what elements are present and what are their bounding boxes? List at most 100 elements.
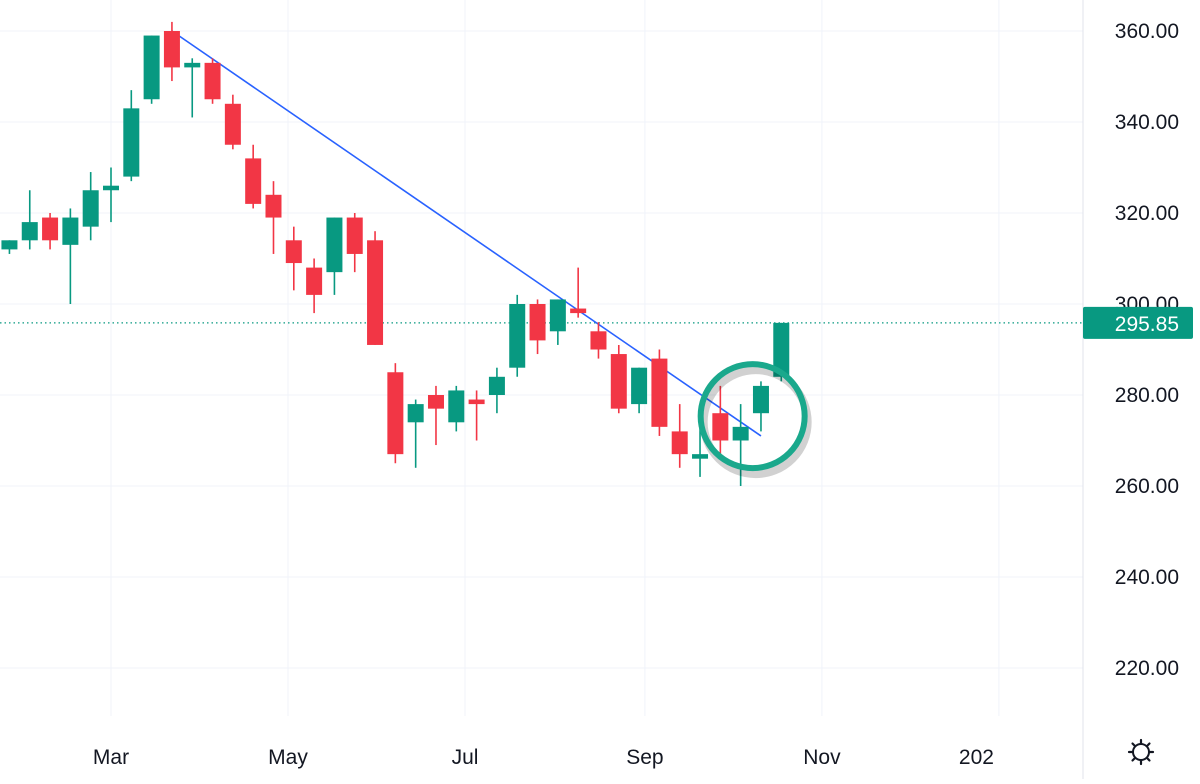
candle-body: [367, 240, 384, 345]
candle-down[interactable]: [590, 322, 607, 359]
grid-lines: [0, 0, 1083, 716]
candle-body: [163, 31, 180, 68]
candle-body: [82, 190, 99, 227]
candle-down[interactable]: [245, 144, 262, 209]
candle-up[interactable]: [143, 35, 160, 104]
candle-down[interactable]: [427, 385, 444, 446]
candle-up[interactable]: [752, 381, 769, 432]
candle-body: [184, 62, 201, 68]
candle-body: [62, 217, 79, 245]
candle-up[interactable]: [732, 404, 749, 486]
candle-up[interactable]: [62, 208, 79, 304]
time-tick-label: May: [268, 746, 308, 769]
candle-down[interactable]: [610, 344, 627, 414]
candle-up[interactable]: [509, 294, 526, 377]
candle-body: [570, 308, 587, 314]
candle-body: [752, 385, 769, 414]
candle-body: [712, 413, 729, 441]
trendline-segment: [171, 30, 762, 437]
candle-down[interactable]: [224, 94, 241, 150]
candle-body: [204, 62, 221, 100]
settings-gear-icon[interactable]: [1127, 738, 1155, 766]
price-tick-label: 220.00: [1115, 657, 1179, 680]
candle-body: [224, 103, 241, 145]
highlight-circle: [697, 361, 812, 479]
candle-up[interactable]: [82, 172, 99, 241]
candle-up[interactable]: [21, 190, 38, 250]
candle-up[interactable]: [631, 367, 648, 414]
time-tick-label: Mar: [93, 746, 129, 769]
candle-body: [488, 376, 505, 395]
last-price-badge-text: 295.85: [1115, 313, 1179, 336]
trendline[interactable]: [171, 30, 762, 437]
candle-down[interactable]: [712, 385, 729, 455]
candle-body: [732, 426, 749, 441]
candle-body: [265, 194, 282, 218]
candle-body: [143, 35, 160, 100]
price-tick-label: 280.00: [1115, 384, 1179, 407]
candle-down[interactable]: [387, 363, 404, 464]
candle-up[interactable]: [692, 426, 709, 477]
price-tick-label: 320.00: [1115, 202, 1179, 225]
candle-body: [1, 240, 18, 250]
price-tick-label: 240.00: [1115, 566, 1179, 589]
candle-down[interactable]: [651, 349, 668, 436]
candle-body: [509, 304, 526, 368]
candle-down[interactable]: [367, 231, 384, 345]
candle-body: [326, 217, 343, 273]
time-tick-label: Nov: [803, 746, 841, 769]
candle-body: [590, 331, 607, 350]
candle-down[interactable]: [265, 181, 282, 254]
price-tick-label: 260.00: [1115, 475, 1179, 498]
candle-body: [407, 404, 424, 423]
candle-up[interactable]: [549, 299, 566, 345]
candle-body: [651, 358, 668, 427]
candle-body: [448, 390, 465, 423]
time-axis[interactable]: Mar May Jul Sep Nov 202: [93, 746, 994, 769]
candle-body: [346, 217, 363, 254]
candle-body: [245, 158, 262, 204]
candle-down[interactable]: [529, 299, 546, 355]
candles[interactable]: [1, 21, 790, 486]
last-price-badge-bg: [1083, 306, 1193, 339]
candle-up[interactable]: [1, 240, 18, 254]
candle-body: [631, 367, 648, 405]
candle-down[interactable]: [163, 21, 180, 82]
candle-down[interactable]: [468, 390, 485, 441]
time-tick-label: Sep: [626, 746, 663, 769]
candle-up[interactable]: [488, 367, 505, 414]
candle-down[interactable]: [671, 404, 688, 468]
highlight-circle-ring: [697, 361, 808, 472]
candle-body: [468, 399, 485, 405]
candle-down[interactable]: [346, 213, 363, 273]
price-axis[interactable]: 360.00340.00320.00300.00280.00260.00240.…: [1115, 20, 1179, 680]
candle-body: [427, 395, 444, 409]
candle-body: [387, 372, 404, 455]
time-tick-label: Jul: [452, 746, 479, 769]
candle-body: [123, 108, 140, 177]
candle-up[interactable]: [448, 385, 465, 432]
price-tick-label: 360.00: [1115, 20, 1179, 43]
candle-body: [285, 240, 302, 264]
candle-body: [42, 217, 59, 241]
candle-up[interactable]: [103, 167, 119, 223]
candle-body: [529, 304, 546, 341]
candle-down[interactable]: [306, 258, 323, 314]
candle-body: [671, 431, 688, 455]
candle-down[interactable]: [570, 267, 587, 318]
candle-body: [549, 299, 566, 332]
candle-body: [610, 354, 627, 409]
candle-down[interactable]: [204, 58, 221, 104]
candle-up[interactable]: [184, 58, 201, 118]
candle-up[interactable]: [407, 399, 424, 468]
price-tick-label: 340.00: [1115, 111, 1179, 134]
time-tick-label: 202: [959, 746, 994, 769]
candle-down[interactable]: [285, 226, 302, 291]
candle-up[interactable]: [326, 217, 343, 295]
candle-up[interactable]: [123, 90, 140, 182]
candle-body: [773, 322, 790, 377]
candle-body: [306, 267, 323, 295]
candle-down[interactable]: [42, 213, 59, 250]
